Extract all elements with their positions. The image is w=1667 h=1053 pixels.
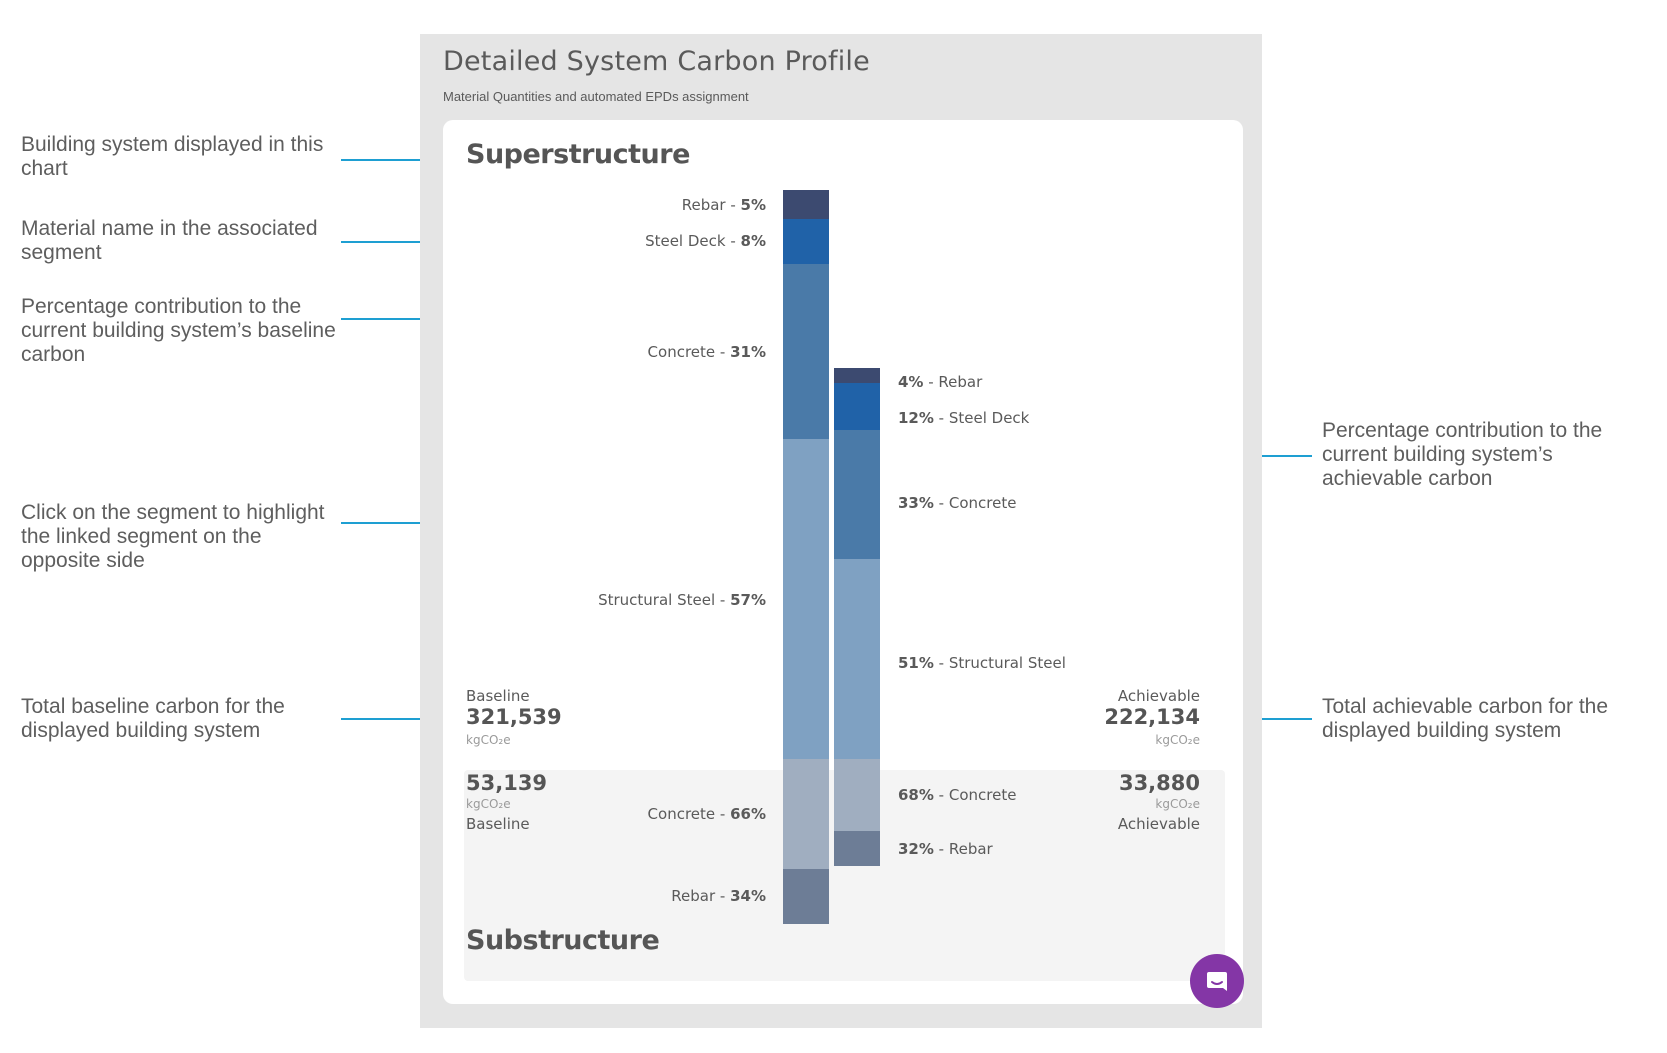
panel-subtitle: Material Quantities and automated EPDs a…	[443, 89, 749, 104]
substructure-baseline-value: 53,139	[466, 771, 548, 795]
superstructure-achievable-caption: Achievable	[1117, 687, 1200, 705]
achievable-segment-sub-rebar[interactable]	[834, 831, 880, 866]
baseline-segment-rebar[interactable]	[783, 190, 829, 219]
superstructure-title: Superstructure	[466, 139, 690, 170]
achievable-segment-steel-deck[interactable]	[834, 383, 880, 430]
annotation-building-system: Building system displayed in this chart	[21, 133, 324, 180]
baseline-segment-steel-deck[interactable]	[783, 219, 829, 264]
baseline-label-concrete: Concrete - 31%	[647, 343, 766, 361]
annotation-total-achievable: Total achievable carbon for the displaye…	[1322, 695, 1609, 742]
baseline-label-steel-deck: Steel Deck - 8%	[645, 232, 766, 250]
achievable-segment-structural-steel[interactable]	[834, 559, 880, 759]
substructure-title: Substructure	[466, 925, 660, 956]
annotation-line	[341, 718, 459, 720]
chat-button[interactable]	[1190, 954, 1244, 1008]
baseline-label-structural-steel: Structural Steel - 57%	[598, 591, 766, 609]
baseline-label-sub-concrete: Concrete - 66%	[647, 805, 766, 823]
substructure-achievable-caption: Achievable	[1117, 815, 1200, 833]
achievable-label-steel-deck: 12% - Steel Deck	[898, 409, 1030, 427]
superstructure-achievable-value: 222,134	[1104, 705, 1200, 729]
achievable-label-structural-steel: 51% - Structural Steel	[898, 654, 1066, 672]
annotation-line	[341, 159, 459, 161]
panel-title: Detailed System Carbon Profile	[443, 46, 870, 77]
baseline-segment-structural-steel[interactable]	[783, 439, 829, 759]
superstructure-baseline-unit: kgCO₂e	[466, 733, 511, 747]
superstructure-baseline-value: 321,539	[466, 705, 562, 729]
achievable-label-rebar: 4% - Rebar	[898, 373, 983, 391]
annotation-total-baseline: Total baseline carbon for the displayed …	[21, 695, 285, 742]
annotation-click-segment: Click on the segment to highlight the li…	[21, 501, 325, 572]
annotation-pct-achievable: Percentage contribution to the current b…	[1322, 419, 1603, 490]
achievable-label-sub-rebar: 32% - Rebar	[898, 840, 993, 858]
baseline-label-rebar: Rebar - 5%	[681, 196, 766, 214]
chat-icon	[1204, 968, 1230, 994]
substructure-baseline-unit: kgCO₂e	[466, 797, 511, 811]
achievable-segment-sub-concrete[interactable]	[834, 759, 880, 831]
achievable-segment-concrete[interactable]	[834, 430, 880, 559]
substructure-achievable-value: 33,880	[1118, 771, 1200, 795]
achievable-label-concrete: 33% - Concrete	[898, 494, 1017, 512]
substructure-achievable-unit: kgCO₂e	[1155, 797, 1200, 811]
achievable-label-sub-concrete: 68% - Concrete	[898, 786, 1017, 804]
superstructure-baseline-caption: Baseline	[466, 687, 530, 705]
annotation-material-name: Material name in the associated segment	[21, 217, 318, 264]
baseline-segment-sub-concrete[interactable]	[783, 759, 829, 869]
superstructure-achievable-unit: kgCO₂e	[1155, 733, 1200, 747]
baseline-segment-sub-rebar[interactable]	[783, 869, 829, 924]
baseline-label-sub-rebar: Rebar - 34%	[671, 887, 766, 905]
annotation-pct-baseline: Percentage contribution to the current b…	[21, 295, 336, 366]
substructure-baseline-caption: Baseline	[466, 815, 530, 833]
achievable-segment-rebar[interactable]	[834, 368, 880, 383]
baseline-segment-concrete[interactable]	[783, 264, 829, 439]
